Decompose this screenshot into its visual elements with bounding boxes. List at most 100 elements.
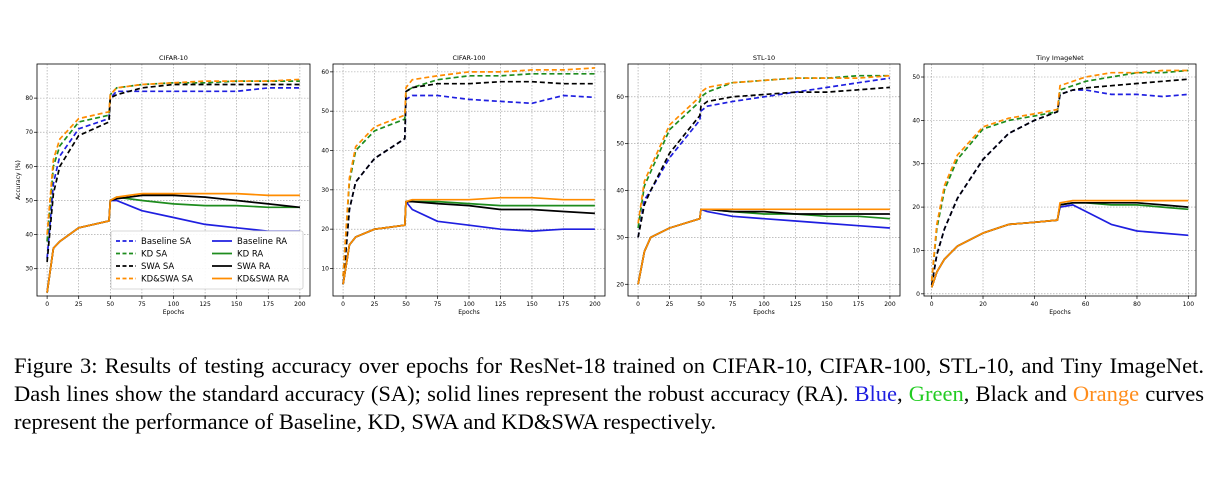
x-tick-label: 25 [371,301,379,308]
caption-text-2: , Black and [963,381,1073,406]
x-tick-label: 100 [463,301,475,308]
series-line-swa-sa [930,78,1189,286]
x-tick-label: 0 [636,301,640,308]
caption-sep-1: , [897,381,909,406]
figure-caption: Figure 3: Results of testing accuracy ov… [14,352,1204,436]
y-tick-label: 20 [616,281,624,288]
chart-panel-0: 0 25 50 75 100 125 150 175 200 30 40 50 60 70 80 CIFAR-… [15,54,311,316]
legend-entry-label: SWA SA [141,262,174,272]
series-line-swa-sa [637,86,890,238]
legend-entry-label: KD&SWA RA [237,275,289,285]
x-tick-label: 25 [75,301,83,308]
series-line-kd-swa-sa [930,69,1189,281]
y-tick-label: 50 [912,74,920,81]
series-line-kd-swa-ra [342,196,595,285]
x-tick-label: 60 [1082,301,1090,308]
chart-panel-3: 0 20 40 60 80 100 0 10 20 30 40 50 Tiny ImageNet Epoc… [912,54,1197,316]
y-tick-label: 10 [912,247,920,254]
chart-panel-2: 0 25 50 75 100 125 150 175 200 20 30 40 50 60 STL-10 Ep… [616,54,901,316]
legend-entry-label: KD SA [141,250,167,260]
legend-entry-label: SWA RA [237,262,270,272]
y-tick-label: 50 [321,108,329,115]
legend-box [110,230,304,290]
x-tick-label: 100 [1183,301,1195,308]
x-tick-label: 40 [1031,301,1039,308]
y-tick-label: 40 [25,232,33,239]
figure-panels: 0 25 50 75 100 125 150 175 200304050607080CIFAR-… [15,54,1197,316]
legend-entry-label: KD RA [237,250,263,260]
y-tick-label: 40 [616,188,624,195]
chart-title: STL-10 [753,54,775,62]
x-axis-label: Epochs [1049,309,1071,316]
caption-text-1: Results of testing accuracy over epochs … [14,353,1204,406]
caption-orange-word: Orange [1072,381,1140,406]
x-tick-label: 200 [294,301,306,308]
legend-entry-label: Baseline RA [237,237,287,247]
caption-label: Figure 3: [14,353,98,378]
y-tick-label: 10 [321,265,329,272]
y-tick-label: 40 [321,148,329,155]
x-tick-label: 0 [45,301,49,308]
series-line-baseline-ra [930,204,1189,288]
series-line-baseline-sa [930,89,1189,286]
y-axis-label: Accuracy (%) [15,160,22,200]
series-line-kd-swa-sa [46,78,300,235]
series-line-baseline-sa [342,94,595,285]
x-tick-label: 0 [930,301,934,308]
y-tick-label: 20 [912,204,920,211]
x-axis-label: Epochs [163,309,185,316]
x-tick-label: 75 [434,301,442,308]
y-tick-label: 60 [321,69,329,76]
caption-green-word: Green [908,381,964,406]
y-tick-label: 80 [25,95,33,102]
x-tick-label: 0 [341,301,345,308]
series-line-swa-ra [930,201,1189,288]
x-tick-label: 75 [729,301,737,308]
series-line-kd-sa [930,69,1189,281]
x-tick-label: 150 [231,301,243,308]
x-tick-label: 20 [979,301,987,308]
x-tick-label: 125 [199,301,211,308]
x-tick-label: 100 [758,301,770,308]
series-line-swa-sa [342,80,595,285]
x-tick-label: 50 [402,301,410,308]
y-tick-label: 40 [912,117,920,124]
x-tick-label: 50 [697,301,705,308]
x-tick-label: 175 [263,301,275,308]
series-line-kd-sa [46,80,300,242]
x-tick-label: 125 [495,301,507,308]
x-tick-label: 100 [168,301,180,308]
x-tick-label: 200 [884,301,896,308]
x-tick-label: 50 [106,301,114,308]
y-tick-label: 50 [25,197,33,204]
series-line-kd-sa [637,74,890,229]
plot-frame [923,63,1197,297]
x-tick-label: 80 [1133,301,1141,308]
series-line-kd-swa-ra [46,192,300,293]
series-line-kd-swa-sa [637,74,890,224]
x-tick-label: 200 [589,301,601,308]
y-tick-label: 70 [25,129,33,136]
y-tick-label: 60 [25,163,33,170]
x-tick-label: 75 [138,301,146,308]
chart-title: CIFAR-10 [159,54,188,62]
y-tick-label: 30 [616,234,624,241]
y-tick-label: 60 [616,94,624,101]
x-axis-label: Epochs [458,309,480,316]
legend-entry-label: KD&SWA SA [141,275,193,285]
y-tick-label: 20 [321,226,329,233]
y-tick-label: 30 [25,266,33,273]
x-tick-label: 25 [666,301,674,308]
caption-text-3: curves represent the performance of Base… [14,381,1204,434]
chart-title: CIFAR-100 [452,54,485,62]
x-tick-label: 125 [790,301,802,308]
chart-title: Tiny ImageNet [1035,54,1084,62]
legend-entry-label: Baseline SA [141,237,191,247]
legend: Baseline SA KD SA SWA SA KD&SWA SA Baseline … [110,230,304,290]
plot-frame [627,63,901,297]
x-tick-label: 175 [558,301,570,308]
series-line-kd-swa-sa [342,67,595,277]
y-tick-label: 0 [916,291,920,298]
x-axis-label: Epochs [753,309,775,316]
y-tick-label: 30 [912,161,920,168]
